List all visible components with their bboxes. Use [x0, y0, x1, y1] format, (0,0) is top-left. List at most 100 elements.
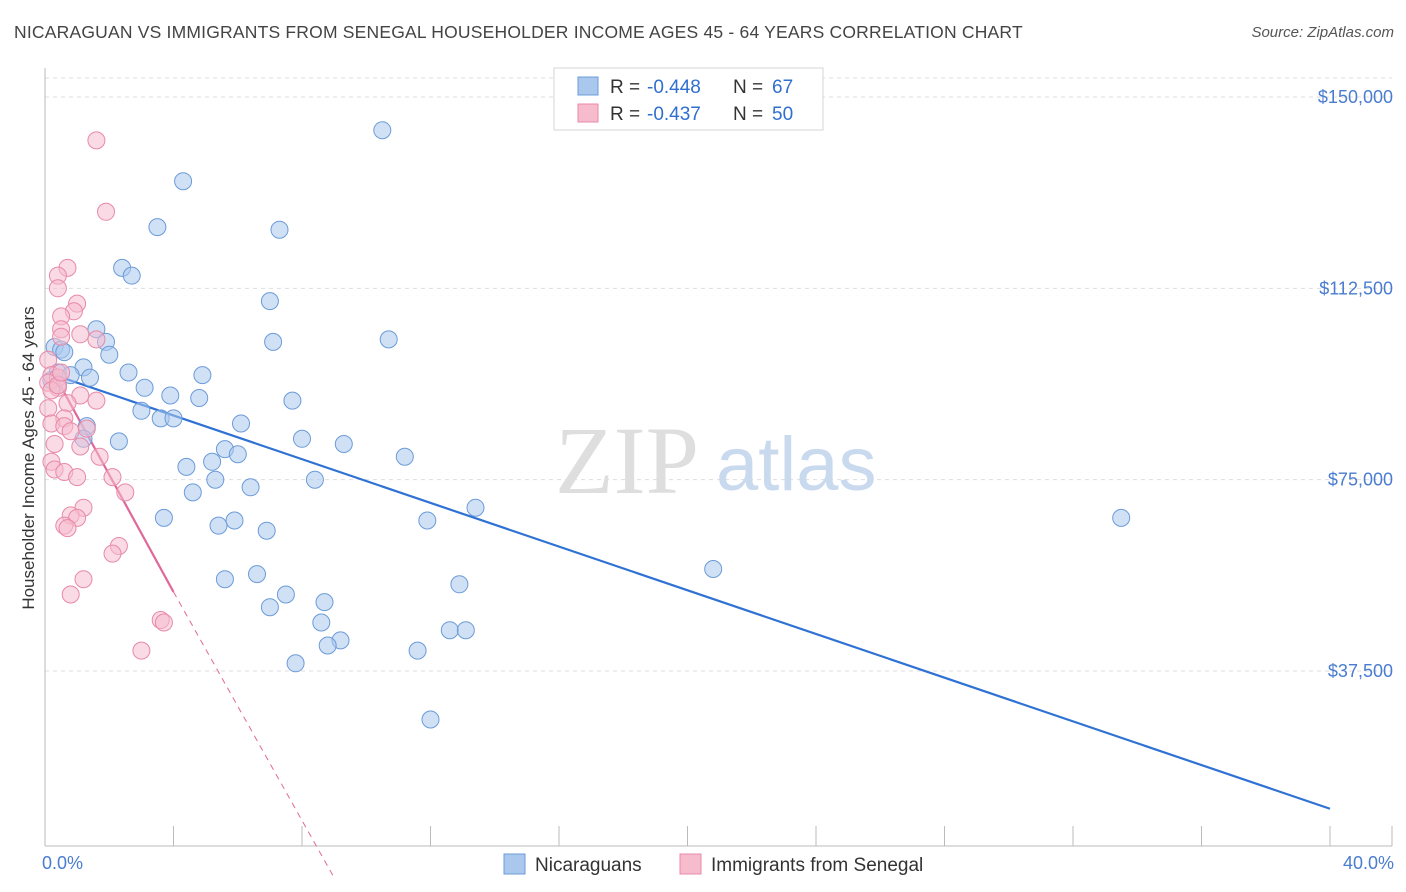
points-layer	[39, 121, 1131, 729]
bottom-legend-label-senegal: Immigrants from Senegal	[711, 855, 923, 876]
point-senegal	[87, 391, 106, 410]
watermark: ZIP atlas	[555, 407, 877, 514]
point-nicaraguans	[456, 621, 475, 640]
point-nicaraguans	[1112, 508, 1131, 527]
point-nicaraguans	[225, 511, 244, 530]
point-senegal	[132, 641, 151, 660]
point-senegal	[74, 570, 93, 589]
point-nicaraguans	[264, 332, 283, 351]
point-nicaraguans	[193, 366, 212, 385]
point-nicaraguans	[209, 516, 228, 535]
watermark-zip: ZIP	[555, 407, 699, 514]
point-nicaraguans	[232, 414, 250, 433]
point-senegal	[116, 483, 135, 502]
legend-r-label-1: R =	[610, 77, 640, 98]
point-senegal	[97, 202, 115, 221]
point-nicaraguans	[81, 368, 99, 387]
point-nicaraguans	[395, 447, 414, 466]
point-senegal	[58, 394, 77, 413]
point-nicaraguans	[440, 621, 459, 640]
point-nicaraguans	[450, 575, 469, 594]
point-nicaraguans	[228, 445, 247, 464]
point-nicaraguans	[203, 452, 222, 471]
chart-source: Source: ZipAtlas.com	[1251, 24, 1394, 41]
point-senegal	[87, 330, 106, 349]
point-nicaraguans	[315, 593, 334, 612]
point-senegal	[154, 613, 173, 632]
legend-swatch-senegal	[577, 103, 599, 123]
grid-layer	[45, 77, 1392, 672]
point-senegal	[103, 544, 122, 563]
trendline-dashed-senegal	[173, 591, 335, 878]
y-tick-label: $75,000	[1328, 470, 1393, 490]
point-nicaraguans	[177, 457, 196, 476]
point-nicaraguans	[334, 435, 353, 453]
point-nicaraguans	[305, 470, 324, 489]
point-nicaraguans	[276, 585, 295, 604]
y-tick-label: $37,500	[1328, 661, 1393, 681]
watermark-atlas: atlas	[716, 422, 877, 507]
point-nicaraguans	[174, 172, 193, 191]
legend-n-value-2: 50	[772, 104, 793, 125]
x-tick-label-min: 0.0%	[42, 853, 83, 873]
legend-n-label-1: N =	[733, 77, 763, 98]
legend-r-label-2: R =	[610, 104, 640, 125]
point-nicaraguans	[109, 432, 128, 451]
point-senegal	[45, 435, 64, 453]
point-nicaraguans	[283, 391, 302, 410]
point-nicaraguans	[161, 386, 180, 405]
point-nicaraguans	[135, 378, 154, 397]
point-nicaraguans	[206, 470, 225, 489]
point-nicaraguans	[260, 598, 279, 617]
bottom-legend-label-nicaraguans: Nicaraguans	[535, 855, 642, 876]
point-nicaraguans	[466, 498, 485, 517]
y-tick-label: $112,500	[1319, 278, 1393, 298]
bottom-legend-swatch-nicaraguans	[503, 853, 526, 875]
legend-r-value-1: -0.448	[647, 77, 701, 98]
ticks-layer: $37,500 $75,000 $112,500 $150,000 0.0% 40.0%	[42, 87, 1394, 873]
point-nicaraguans	[408, 641, 427, 660]
point-nicaraguans	[312, 613, 331, 632]
point-nicaraguans	[148, 218, 167, 237]
point-nicaraguans	[421, 710, 440, 729]
point-nicaraguans	[260, 292, 279, 311]
legend-r-value-2: -0.437	[647, 104, 701, 125]
point-nicaraguans	[55, 343, 74, 362]
legend-swatch-nicaraguans	[577, 76, 599, 96]
point-senegal	[77, 419, 96, 438]
point-senegal	[61, 585, 80, 604]
chart-title: NICARAGUAN VS IMMIGRANTS FROM SENEGAL HO…	[14, 22, 1023, 42]
point-nicaraguans	[318, 636, 337, 655]
point-nicaraguans	[100, 345, 119, 364]
point-senegal	[68, 468, 87, 487]
point-nicaraguans	[183, 483, 202, 502]
point-nicaraguans	[286, 654, 305, 673]
legend-bottom: Nicaraguans Immigrants from Senegal	[503, 853, 923, 876]
y-tick-label: $150,000	[1318, 87, 1393, 107]
point-senegal	[52, 327, 71, 346]
point-senegal	[58, 519, 77, 538]
point-senegal	[39, 399, 58, 418]
point-nicaraguans	[122, 266, 141, 285]
point-nicaraguans	[270, 220, 289, 239]
point-senegal	[90, 447, 109, 466]
point-senegal	[48, 279, 67, 298]
point-senegal	[71, 325, 90, 344]
trendline-nicaraguans	[54, 374, 1331, 810]
point-nicaraguans	[132, 401, 151, 420]
point-senegal	[61, 422, 80, 441]
y-axis-label: Householder Income Ages 45 - 64 years	[19, 306, 38, 609]
x-tick-label-max: 40.0%	[1343, 853, 1394, 873]
point-senegal	[103, 468, 122, 487]
point-senegal	[87, 131, 106, 150]
bottom-legend-swatch-senegal	[679, 853, 702, 875]
legend-top: R = -0.448 N = 67 R = -0.437 N = 50	[553, 67, 824, 131]
point-nicaraguans	[257, 521, 276, 540]
point-nicaraguans	[373, 121, 392, 140]
point-senegal	[71, 437, 90, 456]
point-nicaraguans	[241, 478, 260, 497]
point-nicaraguans	[215, 570, 234, 589]
point-nicaraguans	[190, 389, 209, 407]
point-senegal	[52, 363, 71, 382]
